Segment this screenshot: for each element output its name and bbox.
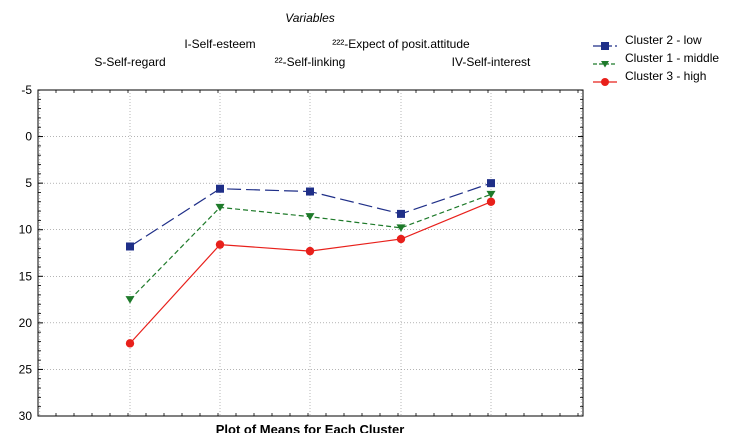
legend-marker xyxy=(601,42,609,50)
data-point xyxy=(215,240,225,249)
x-axis xyxy=(55,90,579,416)
data-point xyxy=(306,187,314,196)
data-point xyxy=(486,197,496,206)
legend: Cluster 2 - low Cluster 1 - middle Cluster… xyxy=(593,33,719,86)
y-tick-label: 20 xyxy=(19,316,33,330)
data-point xyxy=(305,213,315,221)
y-tick-label: 10 xyxy=(19,223,33,237)
y-tick-label: 15 xyxy=(19,269,33,283)
data-point xyxy=(487,179,495,188)
data-point xyxy=(125,339,135,348)
data-point xyxy=(216,184,224,193)
legend-marker xyxy=(601,61,609,68)
legend-label: Cluster 3 - high xyxy=(625,69,706,83)
data-point xyxy=(126,242,134,251)
data-point xyxy=(396,224,406,232)
data-point xyxy=(486,190,496,199)
data-point xyxy=(125,296,135,304)
x-axis-title: Variables xyxy=(285,11,335,25)
chart-title: Plot of Means for Each Cluster xyxy=(216,422,405,433)
category-label: I-Self-esteem xyxy=(184,37,255,51)
grid xyxy=(38,90,583,416)
data-point xyxy=(215,203,225,212)
y-tick-label: 25 xyxy=(19,362,33,376)
category-label: S-Self-regard xyxy=(94,55,165,69)
category-label: ²²-Self-linking xyxy=(275,55,346,69)
data-point xyxy=(396,234,406,244)
legend-label: Cluster 1 - middle xyxy=(625,51,719,65)
legend-marker xyxy=(601,78,609,86)
category-label: IV-Self-interest xyxy=(452,55,531,69)
y-tick-label: -5 xyxy=(21,83,32,97)
data-point xyxy=(305,246,315,256)
y-tick-label: 30 xyxy=(19,409,33,423)
data-point xyxy=(397,209,405,218)
y-axis: -5 0 5 10 15 20 25 30 xyxy=(19,83,583,423)
category-labels: S-Self-regard I-Self-esteem ²²-Self-linkin… xyxy=(94,37,531,69)
legend-label: Cluster 2 - low xyxy=(625,33,702,47)
series-layer xyxy=(125,179,496,348)
category-label: ²²²-Expect of posit.attitude xyxy=(332,37,470,51)
y-tick-label: 5 xyxy=(25,176,32,190)
y-tick-label: 0 xyxy=(25,130,32,144)
